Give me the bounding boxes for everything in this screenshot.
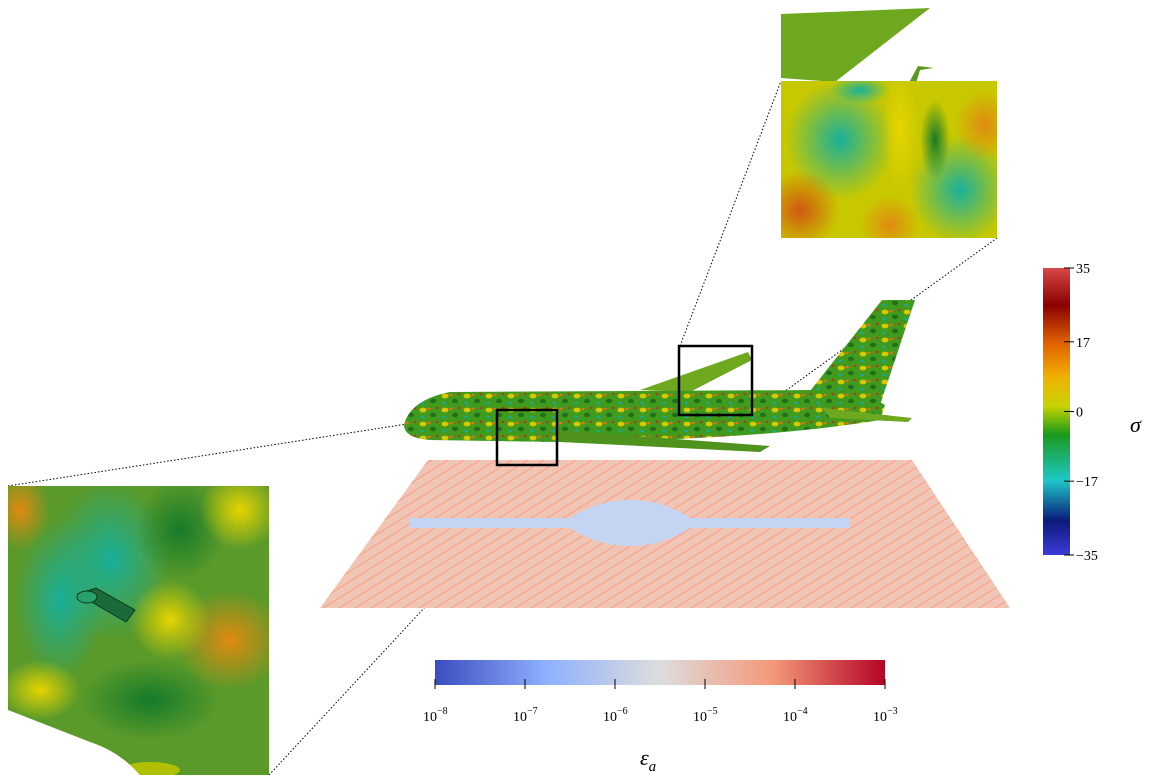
zoom-inset-bottom-left (8, 486, 269, 775)
error-tick-exponent: −3 (887, 706, 898, 717)
error-colorbar-gradient (435, 660, 885, 685)
aircraft-surface (404, 300, 915, 452)
zoom-inset-top-right (781, 8, 997, 238)
error-tick-exponent: −8 (437, 706, 448, 717)
sigma-colorbar: 35 17 0 −17 −35 σ (1043, 262, 1142, 564)
sigma-tick-label: 35 (1076, 262, 1090, 277)
error-tick-exponent: −7 (527, 706, 538, 717)
zoom-box-fuselage (495, 408, 559, 467)
error-tick-label: 10−6 (603, 706, 628, 725)
error-tick-label: 10−3 (873, 706, 898, 725)
error-tick-base: 10 (513, 710, 527, 725)
error-tick-base: 10 (423, 710, 437, 725)
error-tick-base: 10 (783, 710, 797, 725)
sigma-colorbar-ticks: 35 17 0 −17 −35 (1064, 262, 1098, 564)
antenna-fixture (76, 587, 136, 623)
error-colorbar: 10−8 10−7 10−6 10−5 10−4 10−3 εa (423, 660, 898, 775)
error-tick-label: 10−4 (783, 706, 808, 725)
sigma-colorbar-title: σ (1130, 412, 1142, 437)
zoom-box-markers (495, 344, 754, 467)
error-tick-label: 10−5 (693, 706, 718, 725)
sigma-tick-label: −17 (1076, 475, 1098, 490)
error-tick-exponent: −6 (617, 706, 628, 717)
zoom-box-tail (677, 344, 754, 417)
sigma-tick-label: 0 (1076, 406, 1083, 421)
error-tick-label: 10−8 (423, 706, 448, 725)
error-tick-exponent: −5 (707, 706, 718, 717)
error-colorbar-ticks: 10−8 10−7 10−6 10−5 10−4 10−3 (423, 679, 898, 725)
ground-plane-error-field (320, 460, 1010, 608)
error-tick-base: 10 (693, 710, 707, 725)
error-tick-label: 10−7 (513, 706, 538, 725)
error-colorbar-title: εa (640, 745, 656, 775)
sigma-tick-label: 17 (1076, 336, 1090, 351)
error-tick-exponent: −4 (797, 706, 808, 717)
error-tick-base: 10 (603, 710, 617, 725)
sigma-tick-label: −35 (1076, 549, 1098, 564)
error-tick-base: 10 (873, 710, 887, 725)
